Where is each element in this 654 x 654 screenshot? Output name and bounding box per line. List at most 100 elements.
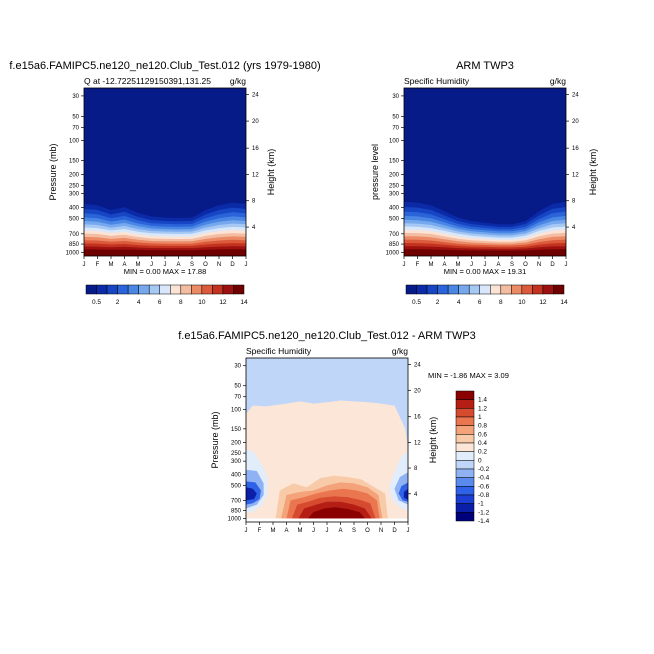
- colorbar-label: 1.2: [478, 405, 487, 412]
- y-tick-label: 100: [231, 407, 242, 413]
- colorbar-label: -0.4: [478, 475, 490, 482]
- y-tick-label: 500: [231, 483, 242, 489]
- colorbar-label: -1.4: [478, 518, 490, 525]
- panel1-y2label: Height (km): [266, 149, 276, 196]
- colorbar-swatch: [455, 390, 475, 400]
- colorbar-swatch: [106, 284, 118, 295]
- colorbar-swatch: [447, 284, 459, 295]
- contour-band: [404, 249, 566, 256]
- colorbar-swatch: [180, 284, 192, 295]
- x-tick-label: M: [298, 528, 303, 534]
- colorbar-label: 1: [478, 414, 482, 421]
- y-tick-label: 30: [234, 364, 241, 370]
- colorbar-swatch: [511, 284, 523, 295]
- x-tick-label: D: [550, 262, 555, 268]
- y-tick-label: 150: [231, 427, 242, 433]
- x-tick-label: J: [83, 262, 86, 268]
- colorbar-swatch: [455, 408, 475, 418]
- colorbar-label: 2: [116, 299, 120, 306]
- y2-tick-label: 16: [414, 415, 421, 421]
- colorbar-swatch: [521, 284, 533, 295]
- colorbar-label: -0.6: [478, 483, 490, 490]
- panel3-axes: J F M A M J J A S O N D J 30 50 70 100 150 200 250 300 400 500…: [228, 362, 422, 534]
- x-tick-label: A: [122, 262, 126, 268]
- colorbar-label: 8: [179, 299, 183, 306]
- panel-model-humidity: f.e15a6.FAMIPC5.ne120_ne120.Club_Test.01…: [9, 60, 320, 306]
- y-tick-label: 50: [72, 114, 79, 120]
- colorbar-swatch: [455, 442, 475, 452]
- y-tick-label: 400: [389, 205, 400, 211]
- panel3-contour-fill: [246, 358, 408, 519]
- y-tick-label: 700: [389, 232, 400, 238]
- colorbar-swatch: [455, 486, 475, 496]
- y2-tick-label: 8: [414, 466, 418, 472]
- colorbar-swatch: [455, 494, 475, 504]
- colorbar-label: 14: [240, 299, 248, 306]
- y-tick-label: 30: [392, 94, 399, 100]
- colorbar-swatch: [138, 284, 150, 295]
- colorbar-swatch: [455, 451, 475, 461]
- x-tick-label: J: [312, 528, 315, 534]
- panel2-contour-fill: [404, 88, 566, 256]
- contour-band: [403, 488, 408, 500]
- colorbar-label: 8: [499, 299, 503, 306]
- panel2-title: ARM TWP3: [456, 60, 514, 72]
- colorbar-swatch: [222, 284, 234, 295]
- contour-band: [84, 249, 246, 256]
- x-tick-label: J: [164, 262, 167, 268]
- colorbar-swatch: [170, 284, 182, 295]
- colorbar-swatch: [455, 468, 475, 478]
- colorbar-swatch: [455, 477, 475, 487]
- y2-tick-label: 24: [252, 93, 259, 99]
- y-tick-label: 400: [231, 473, 242, 479]
- y2-tick-label: 4: [414, 492, 418, 498]
- panel3-colorbar: 1.41.210.80.60.40.20-0.2-0.4-0.6-0.8-1-1…: [455, 390, 490, 525]
- x-tick-label: J: [407, 528, 410, 534]
- colorbar-label: 2: [436, 299, 440, 306]
- colorbar-swatch: [159, 284, 171, 295]
- x-tick-label: D: [230, 262, 235, 268]
- x-tick-label: J: [565, 262, 568, 268]
- panel1-left-subtitle: Q at -12.72251129150391,131.25: [84, 76, 211, 86]
- y2-tick-label: 16: [572, 146, 579, 152]
- y-tick-label: 250: [69, 183, 80, 189]
- y-tick-label: 850: [231, 508, 242, 514]
- y-tick-label: 150: [69, 159, 80, 165]
- colorbar-swatch: [426, 284, 438, 295]
- colorbar-swatch: [127, 284, 139, 295]
- colorbar-swatch: [201, 284, 213, 295]
- y-tick-label: 500: [69, 217, 80, 223]
- colorbar-swatch: [500, 284, 512, 295]
- colorbar-swatch: [96, 284, 108, 295]
- y2-tick-label: 20: [252, 119, 259, 125]
- x-tick-label: O: [523, 262, 528, 268]
- y-tick-label: 50: [234, 384, 241, 390]
- colorbar-swatch: [455, 460, 475, 470]
- panel2-y2label: Height (km): [588, 149, 598, 196]
- colorbar-swatch: [455, 416, 475, 426]
- panel2-colorbar: 0.5 2 4 6 8 10 12 14: [405, 284, 568, 306]
- colorbar-swatch: [437, 284, 449, 295]
- colorbar-label: 6: [158, 299, 162, 306]
- colorbar-label: 10: [518, 299, 526, 306]
- panel2-left-subtitle: Specific Humidity: [404, 76, 470, 86]
- y-tick-label: 30: [72, 94, 79, 100]
- colorbar-label: 0.5: [92, 299, 101, 306]
- y-tick-label: 300: [69, 192, 80, 198]
- panel3-left-subtitle: Specific Humidity: [246, 346, 312, 356]
- panel2-right-subtitle: g/kg: [550, 76, 566, 86]
- x-tick-label: J: [470, 262, 473, 268]
- y-tick-label: 70: [392, 126, 399, 132]
- y-tick-label: 700: [231, 498, 242, 504]
- y-tick-label: 100: [389, 139, 400, 145]
- y-tick-label: 1000: [386, 250, 400, 256]
- x-tick-label: N: [217, 262, 221, 268]
- y-tick-label: 1000: [228, 516, 242, 522]
- colorbar-label: 0.5: [412, 299, 421, 306]
- x-tick-label: M: [136, 262, 141, 268]
- y-tick-label: 70: [72, 126, 79, 132]
- y2-tick-label: 4: [252, 225, 256, 231]
- y2-tick-label: 4: [572, 225, 576, 231]
- panel1-axes: J F M A M J J A S O N D J 30 50 70 100 150 200 250 300 400 500…: [66, 93, 260, 268]
